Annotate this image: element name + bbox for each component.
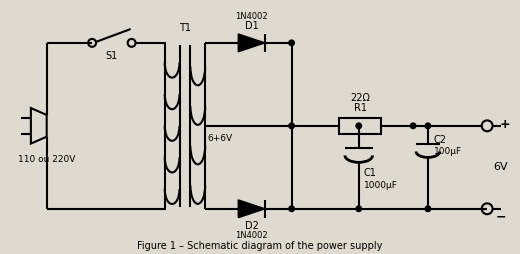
- Circle shape: [289, 206, 294, 212]
- Text: −: −: [496, 210, 506, 223]
- Circle shape: [356, 123, 361, 129]
- Text: 6V: 6V: [493, 162, 508, 172]
- Text: 1N4002: 1N4002: [235, 12, 268, 21]
- Text: S1: S1: [106, 51, 118, 61]
- Text: T1: T1: [179, 23, 191, 33]
- Text: R1: R1: [354, 103, 367, 113]
- Text: 100µF: 100µF: [434, 147, 462, 156]
- Circle shape: [410, 123, 416, 129]
- Circle shape: [289, 123, 294, 129]
- Circle shape: [356, 206, 361, 212]
- Circle shape: [425, 123, 431, 129]
- FancyBboxPatch shape: [339, 118, 382, 134]
- Text: 1000µF: 1000µF: [363, 181, 398, 189]
- Text: +: +: [500, 118, 510, 131]
- Text: 110 ou 220V: 110 ou 220V: [18, 155, 75, 164]
- Text: D1: D1: [245, 21, 258, 31]
- Text: 22Ω: 22Ω: [350, 93, 370, 103]
- Text: 1N4002: 1N4002: [235, 231, 268, 240]
- Polygon shape: [238, 200, 265, 218]
- Circle shape: [289, 40, 294, 46]
- Text: Figure 1 – Schematic diagram of the power supply: Figure 1 – Schematic diagram of the powe…: [137, 241, 383, 251]
- Text: C1: C1: [363, 168, 376, 178]
- Circle shape: [425, 206, 431, 212]
- Text: C2: C2: [434, 135, 447, 145]
- Text: 6+6V: 6+6V: [207, 134, 233, 143]
- Text: D2: D2: [245, 220, 258, 231]
- Polygon shape: [238, 34, 265, 52]
